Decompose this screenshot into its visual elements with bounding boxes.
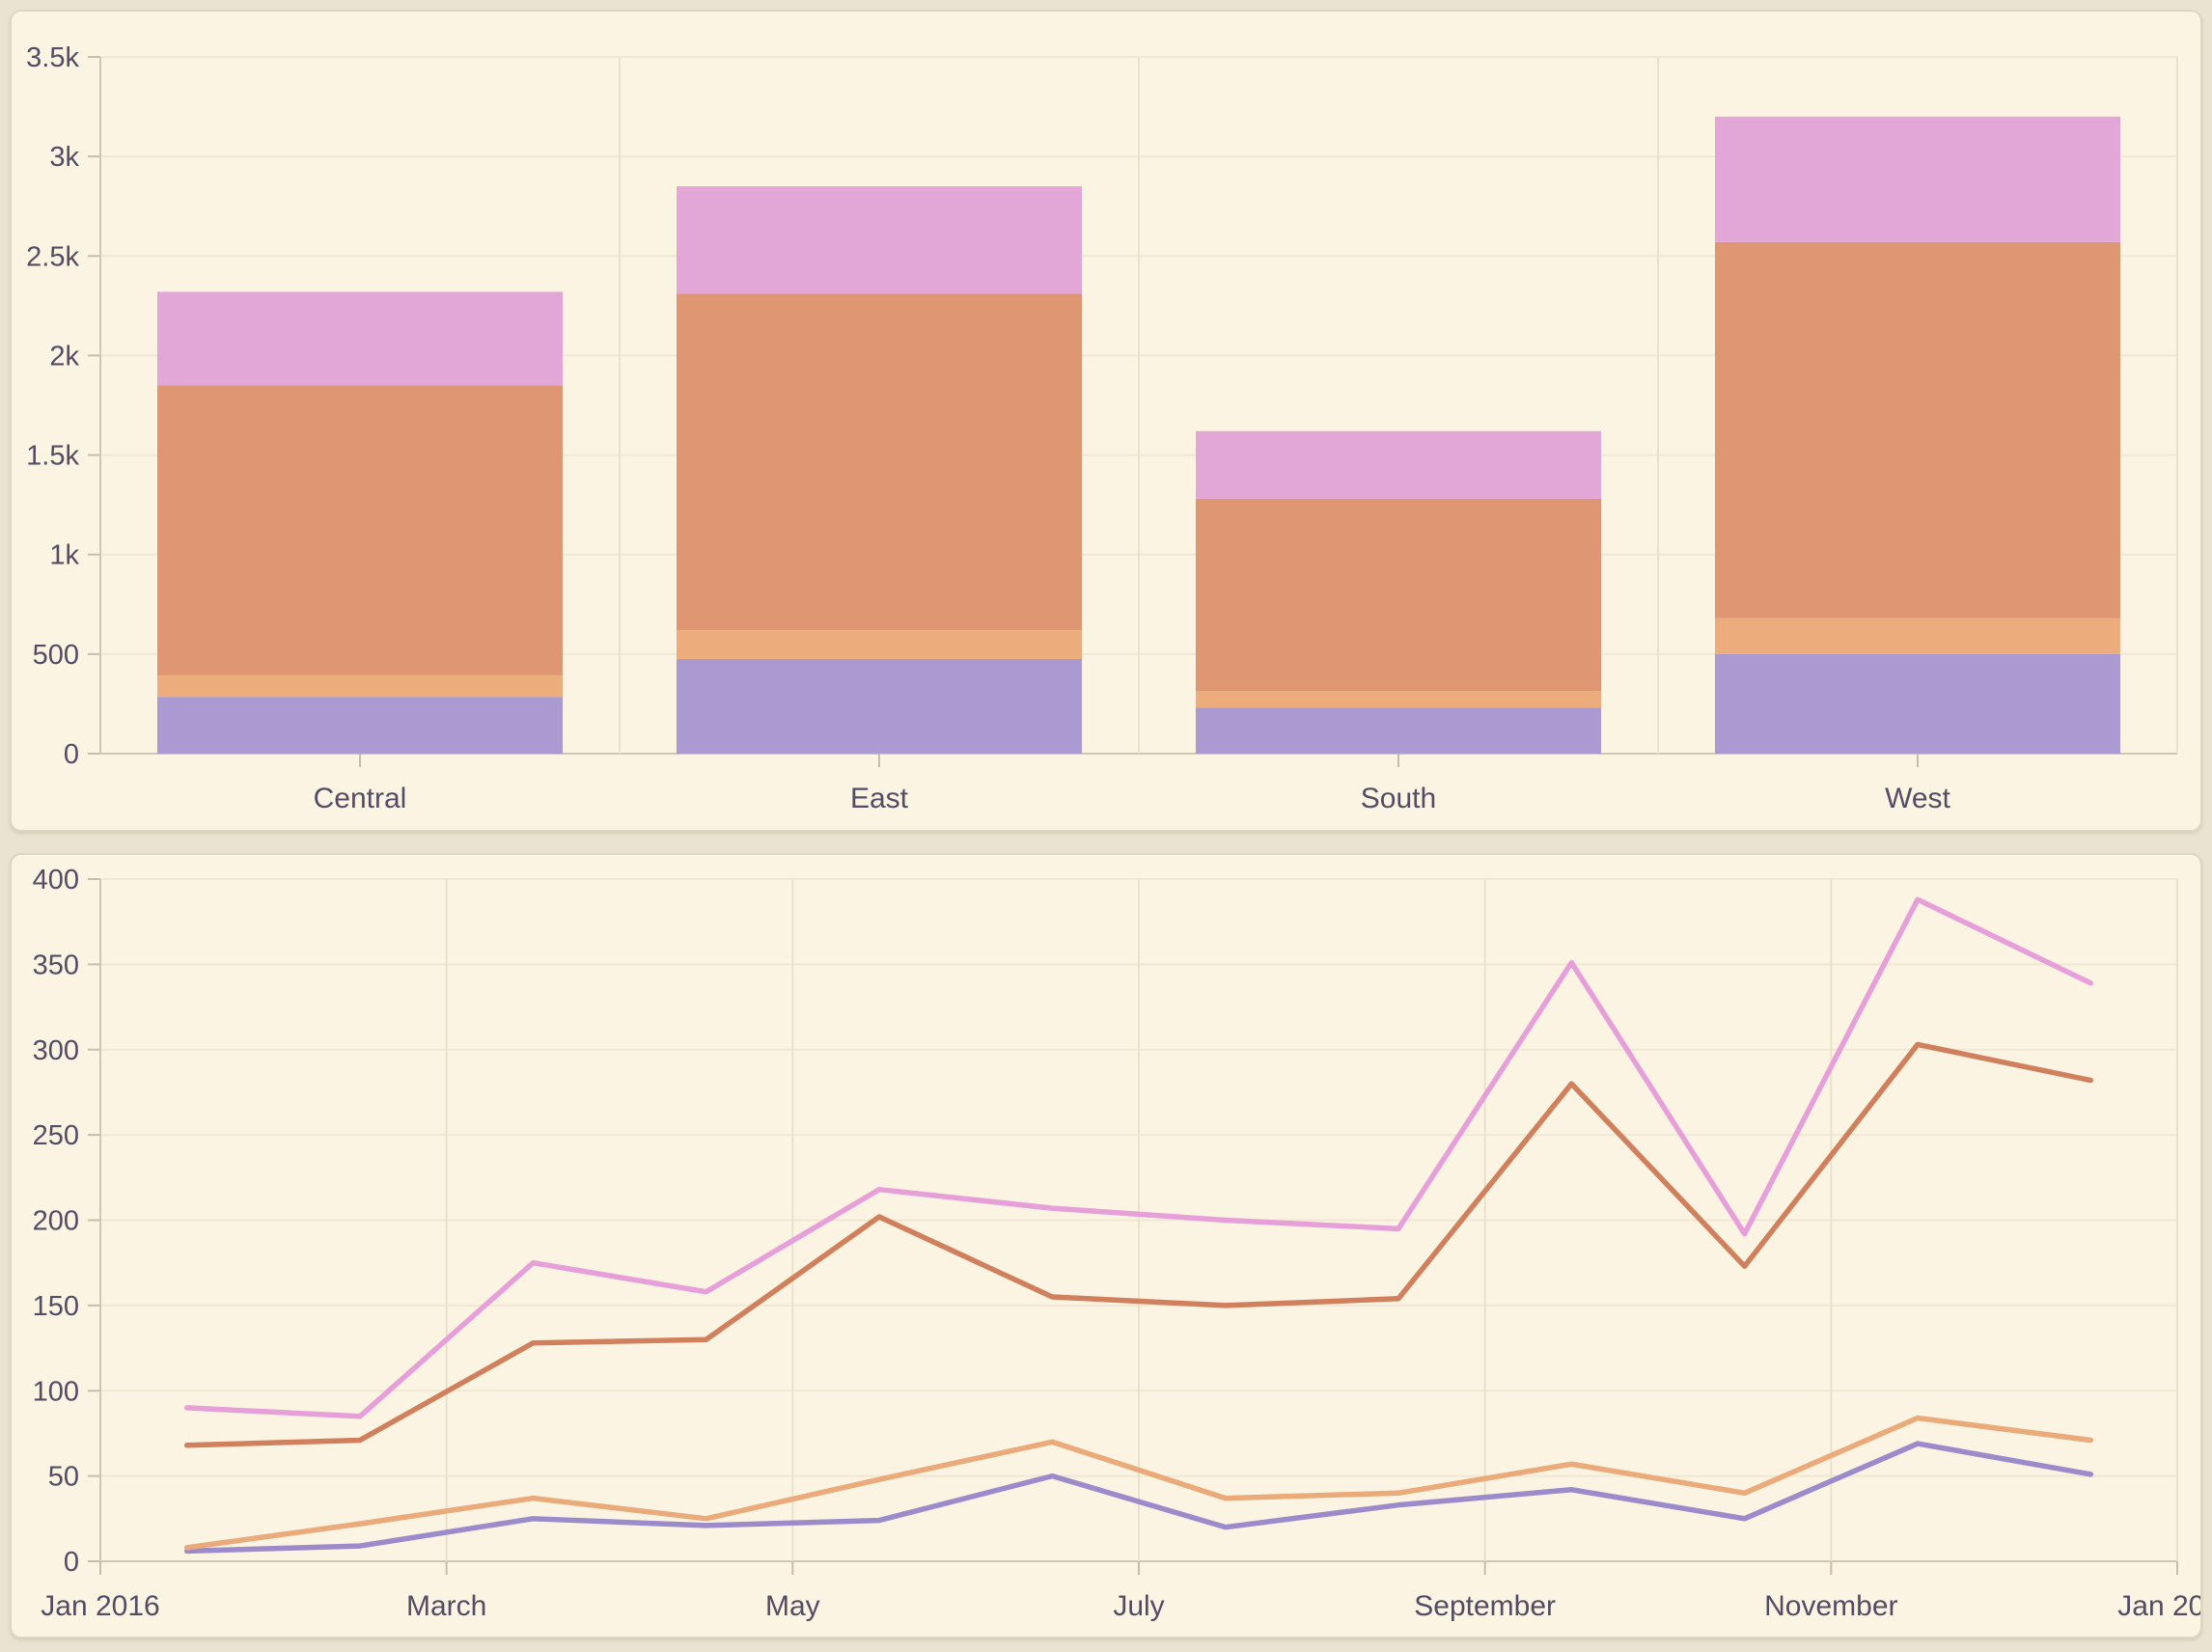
svg-text:2k: 2k (49, 341, 79, 372)
svg-text:Jan 2017: Jan 2017 (2117, 1590, 2202, 1622)
svg-text:400: 400 (33, 865, 79, 895)
stacked-bar-chart[interactable]: 0 500 1k 1.5k 2k 2.5k 3k 3.5k Central East South We… (12, 12, 2202, 832)
svg-text:0: 0 (64, 739, 79, 770)
svg-text:2.5k: 2.5k (26, 241, 79, 272)
svg-text:350: 350 (33, 950, 79, 980)
svg-text:Central: Central (314, 783, 407, 814)
svg-text:1.5k: 1.5k (26, 441, 79, 472)
svg-text:150: 150 (33, 1291, 79, 1322)
bar-chart-card: 0 500 1k 1.5k 2k 2.5k 3k 3.5k Central East South We… (10, 10, 2202, 832)
svg-text:March: March (406, 1590, 486, 1622)
svg-text:250: 250 (33, 1120, 79, 1151)
svg-text:100: 100 (33, 1376, 79, 1407)
svg-text:500: 500 (33, 640, 79, 671)
svg-text:3k: 3k (49, 142, 79, 173)
svg-text:East: East (850, 783, 909, 814)
svg-text:300: 300 (33, 1035, 79, 1066)
svg-text:Jan 2016: Jan 2016 (41, 1590, 159, 1622)
svg-text:November: November (1764, 1590, 1897, 1622)
svg-text:1k: 1k (49, 540, 79, 571)
svg-text:50: 50 (48, 1462, 79, 1493)
svg-text:South: South (1361, 783, 1436, 814)
svg-text:West: West (1885, 783, 1950, 814)
svg-text:200: 200 (33, 1206, 79, 1237)
svg-text:3.5k: 3.5k (26, 42, 79, 73)
line-chart[interactable]: 0 50 100 150 200 250 300 350 400 Jan 2016 March May… (12, 855, 2202, 1638)
svg-text:May: May (765, 1590, 820, 1622)
svg-text:July: July (1113, 1590, 1164, 1622)
line-chart-card: 0 50 100 150 200 250 300 350 400 Jan 2016 March May… (10, 853, 2202, 1638)
svg-text:September: September (1414, 1590, 1556, 1622)
svg-text:0: 0 (64, 1547, 79, 1578)
